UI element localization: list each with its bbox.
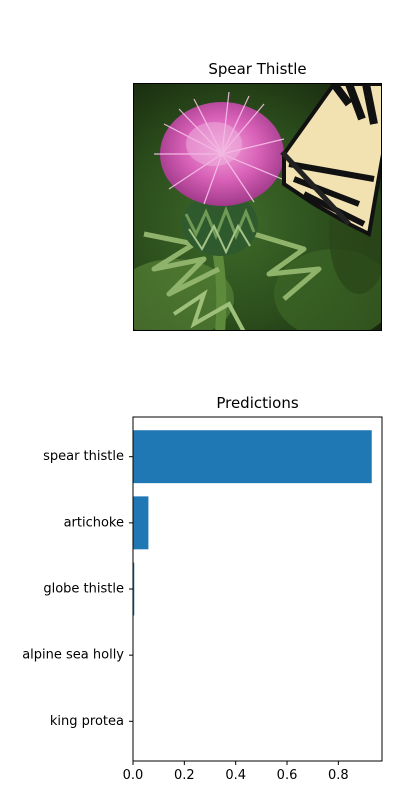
bar-globe-thistle	[133, 562, 135, 616]
y-axis: spear thistle artichoke globe thistle alpin…	[22, 449, 133, 729]
bars-layer	[133, 430, 372, 748]
x-axis: 0.0 0.2 0.4 0.6 0.8	[123, 761, 349, 783]
y-tick-label: king protea	[50, 714, 124, 729]
y-tick-label: spear thistle	[43, 449, 124, 464]
y-tick-label: artichoke	[64, 515, 124, 530]
bar-artichoke	[133, 496, 149, 550]
x-tick-label: 0.0	[123, 768, 144, 783]
thistle-photo	[133, 83, 382, 331]
image-title: Spear Thistle	[208, 60, 307, 78]
x-tick-label: 0.2	[174, 768, 195, 783]
y-tick-label: alpine sea holly	[22, 648, 124, 663]
bar-spear-thistle	[133, 430, 372, 484]
y-tick-label: globe thistle	[43, 582, 124, 597]
thistle-flower	[154, 91, 285, 206]
x-tick-label: 0.8	[328, 768, 349, 783]
butterfly	[280, 84, 381, 237]
chart-title: Predictions	[216, 394, 299, 412]
x-tick-label: 0.6	[277, 768, 298, 783]
thistle-bud	[182, 192, 258, 256]
x-tick-label: 0.4	[225, 768, 246, 783]
